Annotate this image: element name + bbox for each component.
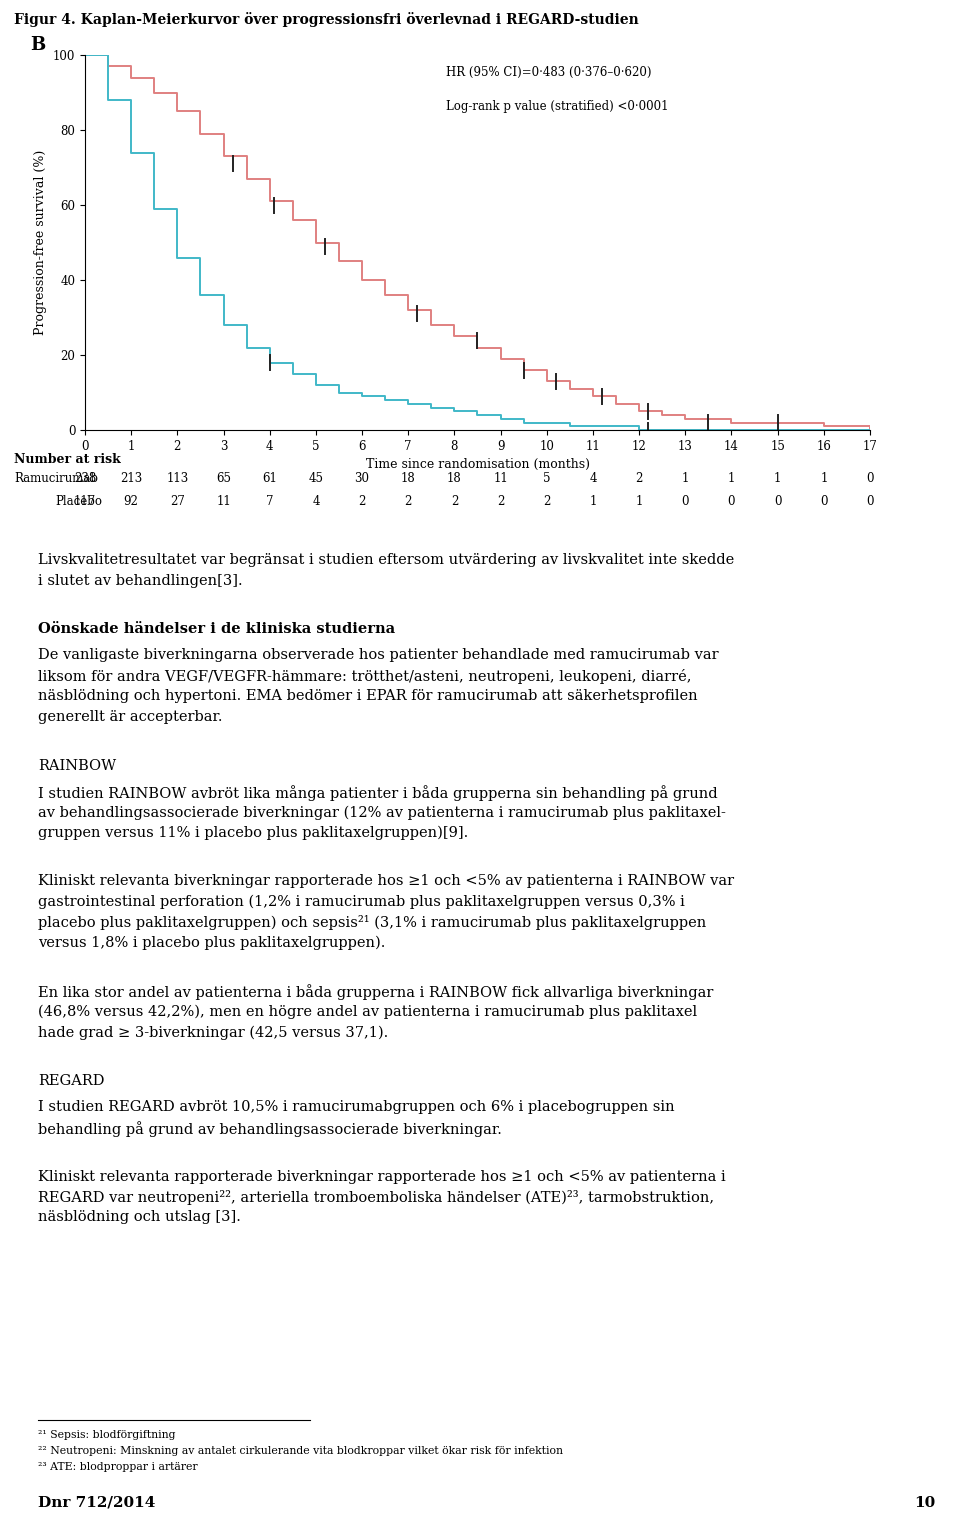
Text: Placebo: Placebo xyxy=(55,495,102,508)
X-axis label: Time since randomisation (months): Time since randomisation (months) xyxy=(366,458,589,472)
Text: I studien REGARD avbröt 10,5% i ramucirumabgruppen och 6% i placebogruppen sin: I studien REGARD avbröt 10,5% i ramuciru… xyxy=(38,1101,675,1115)
Y-axis label: Progression-free survival (%): Progression-free survival (%) xyxy=(35,150,47,334)
Text: av behandlingsassocierade biverkningar (12% av patienterna i ramucirumab plus pa: av behandlingsassocierade biverkningar (… xyxy=(38,806,726,820)
Text: 0: 0 xyxy=(820,495,828,508)
Text: 27: 27 xyxy=(170,495,184,508)
Text: 2: 2 xyxy=(358,495,366,508)
Text: (46,8% versus 42,2%), men en högre andel av patienterna i ramucirumab plus pakli: (46,8% versus 42,2%), men en högre andel… xyxy=(38,1005,697,1020)
Text: 117: 117 xyxy=(74,495,96,508)
Text: 1: 1 xyxy=(589,495,596,508)
Text: Ramucirumab: Ramucirumab xyxy=(14,472,98,486)
Text: 1: 1 xyxy=(728,472,735,486)
Text: 1: 1 xyxy=(636,495,643,508)
Text: liksom för andra VEGF/VEGFR-hämmare: trötthet/asteni, neutropeni, leukopeni, dia: liksom för andra VEGF/VEGFR-hämmare: trö… xyxy=(38,669,691,684)
Text: 18: 18 xyxy=(447,472,462,486)
Text: 0: 0 xyxy=(774,495,781,508)
Text: 0: 0 xyxy=(728,495,735,508)
Text: 0: 0 xyxy=(866,472,874,486)
Text: 2: 2 xyxy=(543,495,550,508)
Text: versus 1,8% i placebo plus paklitaxelgruppen).: versus 1,8% i placebo plus paklitaxelgru… xyxy=(38,936,385,950)
Text: 1: 1 xyxy=(682,472,689,486)
Text: ²³ ATE: blodproppar i artärer: ²³ ATE: blodproppar i artärer xyxy=(38,1461,198,1472)
Text: I studien RAINBOW avbröt lika många patienter i båda grupperna sin behandling på: I studien RAINBOW avbröt lika många pati… xyxy=(38,785,718,800)
Text: En lika stor andel av patienterna i båda grupperna i RAINBOW fick allvarliga biv: En lika stor andel av patienterna i båda… xyxy=(38,985,713,1000)
Text: generellt är accepterbar.: generellt är accepterbar. xyxy=(38,710,223,724)
Text: Kliniskt relevanta rapporterade biverkningar rapporterade hos ≥1 och <5% av pati: Kliniskt relevanta rapporterade biverkni… xyxy=(38,1170,726,1183)
Text: näsblödning och hypertoni. EMA bedömer i EPAR för ramucirumab att säkerhetsprofi: näsblödning och hypertoni. EMA bedömer i… xyxy=(38,690,698,704)
Text: Livskvalitetresultatet var begränsat i studien eftersom utvärdering av livskvali: Livskvalitetresultatet var begränsat i s… xyxy=(38,553,734,567)
Text: ²² Neutropeni: Minskning av antalet cirkulerande vita blodkroppar vilket ökar ri: ²² Neutropeni: Minskning av antalet cirk… xyxy=(38,1446,563,1457)
Text: 113: 113 xyxy=(166,472,188,486)
Text: 5: 5 xyxy=(543,472,550,486)
Text: 0: 0 xyxy=(682,495,689,508)
Text: gastrointestinal perforation (1,2% i ramucirumab plus paklitaxelgruppen versus 0: gastrointestinal perforation (1,2% i ram… xyxy=(38,895,684,910)
Text: 11: 11 xyxy=(493,472,508,486)
Text: Log-rank p value (stratified) <0·0001: Log-rank p value (stratified) <0·0001 xyxy=(446,99,668,113)
Text: 4: 4 xyxy=(589,472,597,486)
Text: 30: 30 xyxy=(354,472,370,486)
Text: 11: 11 xyxy=(216,495,231,508)
Text: Figur 4. Kaplan-Meierkurvor över progressionsfri överlevnad i REGARD-studien: Figur 4. Kaplan-Meierkurvor över progres… xyxy=(14,12,638,27)
Text: 45: 45 xyxy=(308,472,324,486)
Text: B: B xyxy=(30,37,45,55)
Text: 238: 238 xyxy=(74,472,96,486)
Text: 1: 1 xyxy=(820,472,828,486)
Text: 4: 4 xyxy=(312,495,320,508)
Text: ²¹ Sepsis: blodförgiftning: ²¹ Sepsis: blodförgiftning xyxy=(38,1429,176,1440)
Text: 92: 92 xyxy=(124,495,138,508)
Text: De vanligaste biverkningarna observerade hos patienter behandlade med ramuciruma: De vanligaste biverkningarna observerade… xyxy=(38,649,719,663)
Text: i slutet av behandlingen[3].: i slutet av behandlingen[3]. xyxy=(38,574,243,588)
Text: Number at risk: Number at risk xyxy=(14,454,121,466)
Text: 2: 2 xyxy=(636,472,643,486)
Text: HR (95% CI)=0·483 (0·376–0·620): HR (95% CI)=0·483 (0·376–0·620) xyxy=(446,66,652,79)
Text: REGARD: REGARD xyxy=(38,1073,105,1089)
Text: 213: 213 xyxy=(120,472,142,486)
Text: placebo plus paklitaxelgruppen) och sepsis²¹ (3,1% i ramucirumab plus paklitaxel: placebo plus paklitaxelgruppen) och seps… xyxy=(38,916,707,930)
Text: 2: 2 xyxy=(497,495,504,508)
Text: 61: 61 xyxy=(262,472,277,486)
Text: 1: 1 xyxy=(774,472,781,486)
Text: 7: 7 xyxy=(266,495,274,508)
Text: Oönskade händelser i de kliniska studierna: Oönskade händelser i de kliniska studier… xyxy=(38,621,396,637)
Text: REGARD var neutropeni²², arteriella tromboemboliska händelser (ATE)²³, tarmobstr: REGARD var neutropeni²², arteriella trom… xyxy=(38,1190,714,1205)
Text: 0: 0 xyxy=(866,495,874,508)
Text: Kliniskt relevanta biverkningar rapporterade hos ≥1 och <5% av patienterna i RAI: Kliniskt relevanta biverkningar rapporte… xyxy=(38,875,734,889)
Text: 2: 2 xyxy=(451,495,458,508)
Text: Dnr 712/2014: Dnr 712/2014 xyxy=(38,1496,156,1510)
Text: RAINBOW: RAINBOW xyxy=(38,759,116,773)
Text: 18: 18 xyxy=(401,472,416,486)
Text: 65: 65 xyxy=(216,472,231,486)
Text: näsblödning och utslag [3].: näsblödning och utslag [3]. xyxy=(38,1211,241,1225)
Text: behandling på grund av behandlingsassocierade biverkningar.: behandling på grund av behandlingsassoci… xyxy=(38,1121,502,1138)
Text: hade grad ≥ 3-biverkningar (42,5 versus 37,1).: hade grad ≥ 3-biverkningar (42,5 versus … xyxy=(38,1026,388,1040)
Text: gruppen versus 11% i placebo plus paklitaxelgruppen)[9].: gruppen versus 11% i placebo plus paklit… xyxy=(38,826,468,840)
Text: 10: 10 xyxy=(914,1496,935,1510)
Text: 2: 2 xyxy=(404,495,412,508)
